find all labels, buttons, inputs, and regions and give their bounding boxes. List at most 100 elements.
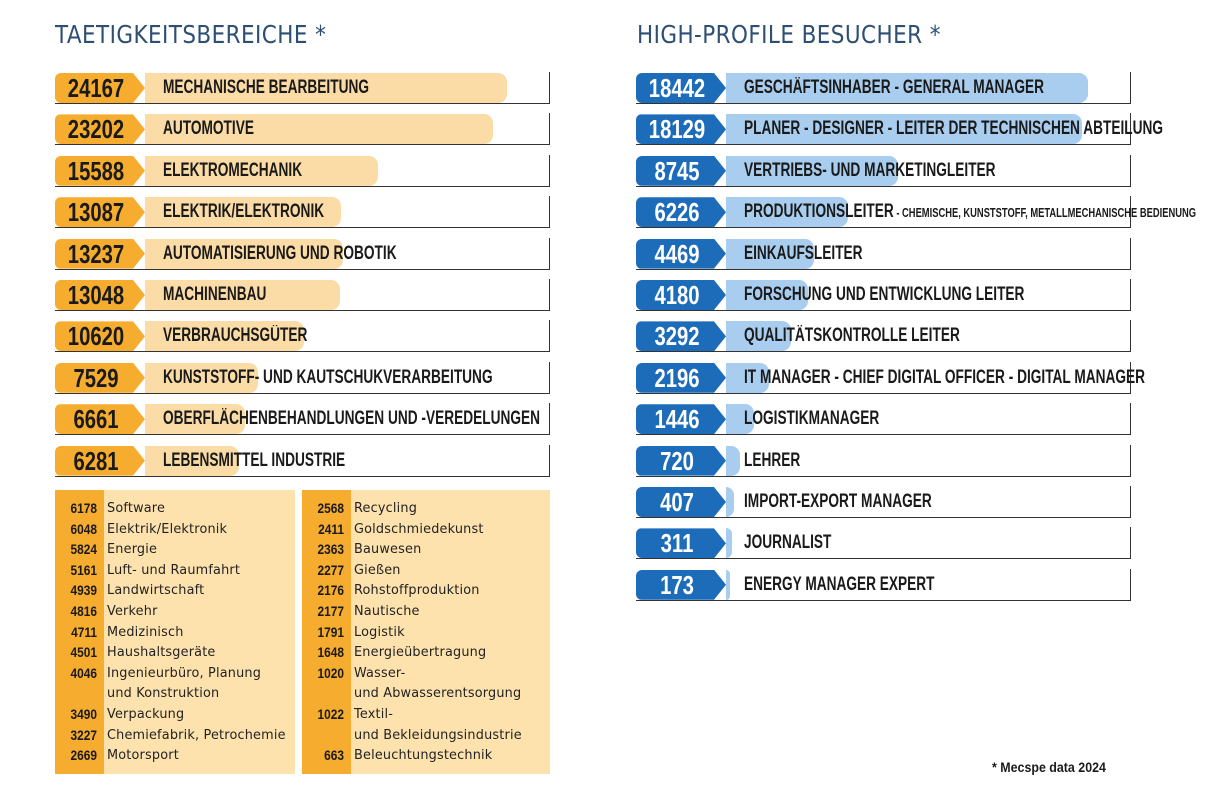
bar-frame [55,361,550,394]
table-label: Verkehr [107,603,158,619]
data-label: 23202 [67,114,125,145]
category-label: VERBRAUCHSGÜTER [163,325,308,347]
bar-frame [636,72,1131,104]
bar-frame [55,237,550,270]
bar [145,404,245,435]
bar-row: 13237 AUTOMATISIERUNG UND ROBOTIK [55,237,550,270]
table-value: 3227 [70,726,97,743]
bar-frame [636,361,1131,394]
value-tag [55,238,145,269]
value-tag [636,280,726,310]
value-tag [55,155,145,186]
table-value: 4816 [70,603,97,619]
table-value: 6178 [70,500,97,516]
bar-frame [55,72,550,104]
data-label: 10620 [67,321,125,352]
category-label: ELEKTRIK/ELEKTRONIK [163,201,325,223]
bar [726,404,755,435]
panel-stripe [55,490,104,774]
bar [145,321,305,352]
value-tag [55,280,145,310]
table-value: 2177 [317,603,344,619]
bar-row: 7529 KUNSTSTOFF- UND KAUTSCHUKVERARBEITUN… [55,361,550,394]
table-value: 2277 [317,561,344,578]
data-label: 4180 [654,280,700,310]
bar-row: 10620 VERBRAUCHSGÜTER [55,320,550,353]
category-label: IMPORT-EXPORT MANAGER [744,491,932,512]
value-tag [636,569,726,600]
category-label: LEBENSMITTEL INDUSTRIE [163,449,346,471]
bar-frame [636,527,1131,560]
category-label: LOGISTIKMANAGER [744,408,880,430]
table-label: Wasser- und Abwasserentsorgung [354,664,522,702]
table-label: Energie [107,541,158,558]
value-tag [636,321,726,352]
bar-frame [636,486,1131,518]
table-value: 2411 [318,520,344,537]
bar [726,569,730,600]
data-label: 173 [660,569,694,600]
bar-frame [636,279,1131,311]
value-tag [55,197,145,228]
data-label: 1446 [654,404,700,435]
data-label: 13048 [67,280,125,310]
table-label: Ingenieurbüro, Planung und Konstruktion [107,664,262,702]
category-label: AUTOMOTIVE [163,118,254,140]
data-label: 13237 [67,238,125,269]
bar [726,528,733,559]
bar [726,487,734,517]
bar-row: 24167 MECHANISCHE BEARBEITUNG [55,72,550,104]
table-label: Elektrik/Elektronik [107,520,228,537]
bar-frame [636,196,1131,229]
table-label: Bauwesen [354,541,422,558]
data-label: 6281 [73,445,119,476]
category-label: JOURNALIST [744,532,832,554]
table-label: Beleuchtungstechnik [354,747,493,764]
value-tag [55,404,145,435]
data-label: 18442 [648,73,706,103]
value-tag [636,362,726,393]
table-label: Energieübertragung [354,644,487,661]
bar-row: 4469 EINKAUFSLEITER [636,237,1131,270]
bar [726,362,770,393]
category-label: PLANER - DESIGNER - LEITER DER TECHNISCH… [744,118,1164,140]
bar-row: 4180 FORSCHUNG UND ENTWICKLUNG LEITER [636,279,1131,311]
bar-frame [636,403,1131,436]
table-value: 2176 [317,582,344,599]
bar-row: 311 JOURNALIST [636,527,1131,560]
bar-row: 720 LEHRER [636,444,1131,477]
bar [726,445,741,476]
category-label: ENERGY MANAGER EXPERT [744,573,935,595]
table-value: 5161 [70,561,97,578]
bar [145,114,493,145]
table-value: 1791 [317,623,344,640]
category-label: IT MANAGER - CHIEF DIGITAL OFFICER - DIG… [744,366,1146,388]
bar [726,114,1082,145]
data-label: 6661 [73,404,119,435]
category-label: AUTOMATISIERUNG UND ROBOTIK [163,242,397,264]
value-tag [55,362,145,393]
category-label: PRODUKTIONSLEITER - CHEMISCHE, KUNSTSTOF… [744,201,1197,223]
bar-frame [55,320,550,353]
data-label: 407 [660,487,694,517]
bar-row: 18442 GESCHÄFTSINHABER - GENERAL MANAGER [636,72,1131,104]
data-label: 4469 [654,238,700,269]
bar-row: 6226 PRODUKTIONSLEITER - CHEMISCHE, KUNST… [636,196,1196,229]
data-label: 13087 [67,197,125,228]
bar-frame [636,320,1131,353]
category-label: OBERFLÄCHENBEHANDLUNGEN UND -VEREDELUNGE… [163,408,540,430]
bar-frame [636,154,1131,187]
category-label: ELEKTROMECHANIK [163,159,303,181]
table-value: 1648 [317,644,344,661]
right-chart-title: HIGH-PROFILE BESUCHER * [637,20,941,49]
category-label: MECHANISCHE BEARBEITUNG [163,77,369,98]
bar [726,321,791,352]
table-value: 4046 [70,664,97,681]
table-label: Textil- und Bekleidungsindustrie [354,706,522,743]
table-label: Motorsport [107,747,179,764]
data-label: 720 [660,445,694,476]
bar [726,280,809,310]
table-label: Goldschmiedekunst [354,520,484,537]
bar-row: 18129 PLANER - DESIGNER - LEITER DER TECH… [636,113,1163,146]
table-value: 4939 [70,582,97,599]
